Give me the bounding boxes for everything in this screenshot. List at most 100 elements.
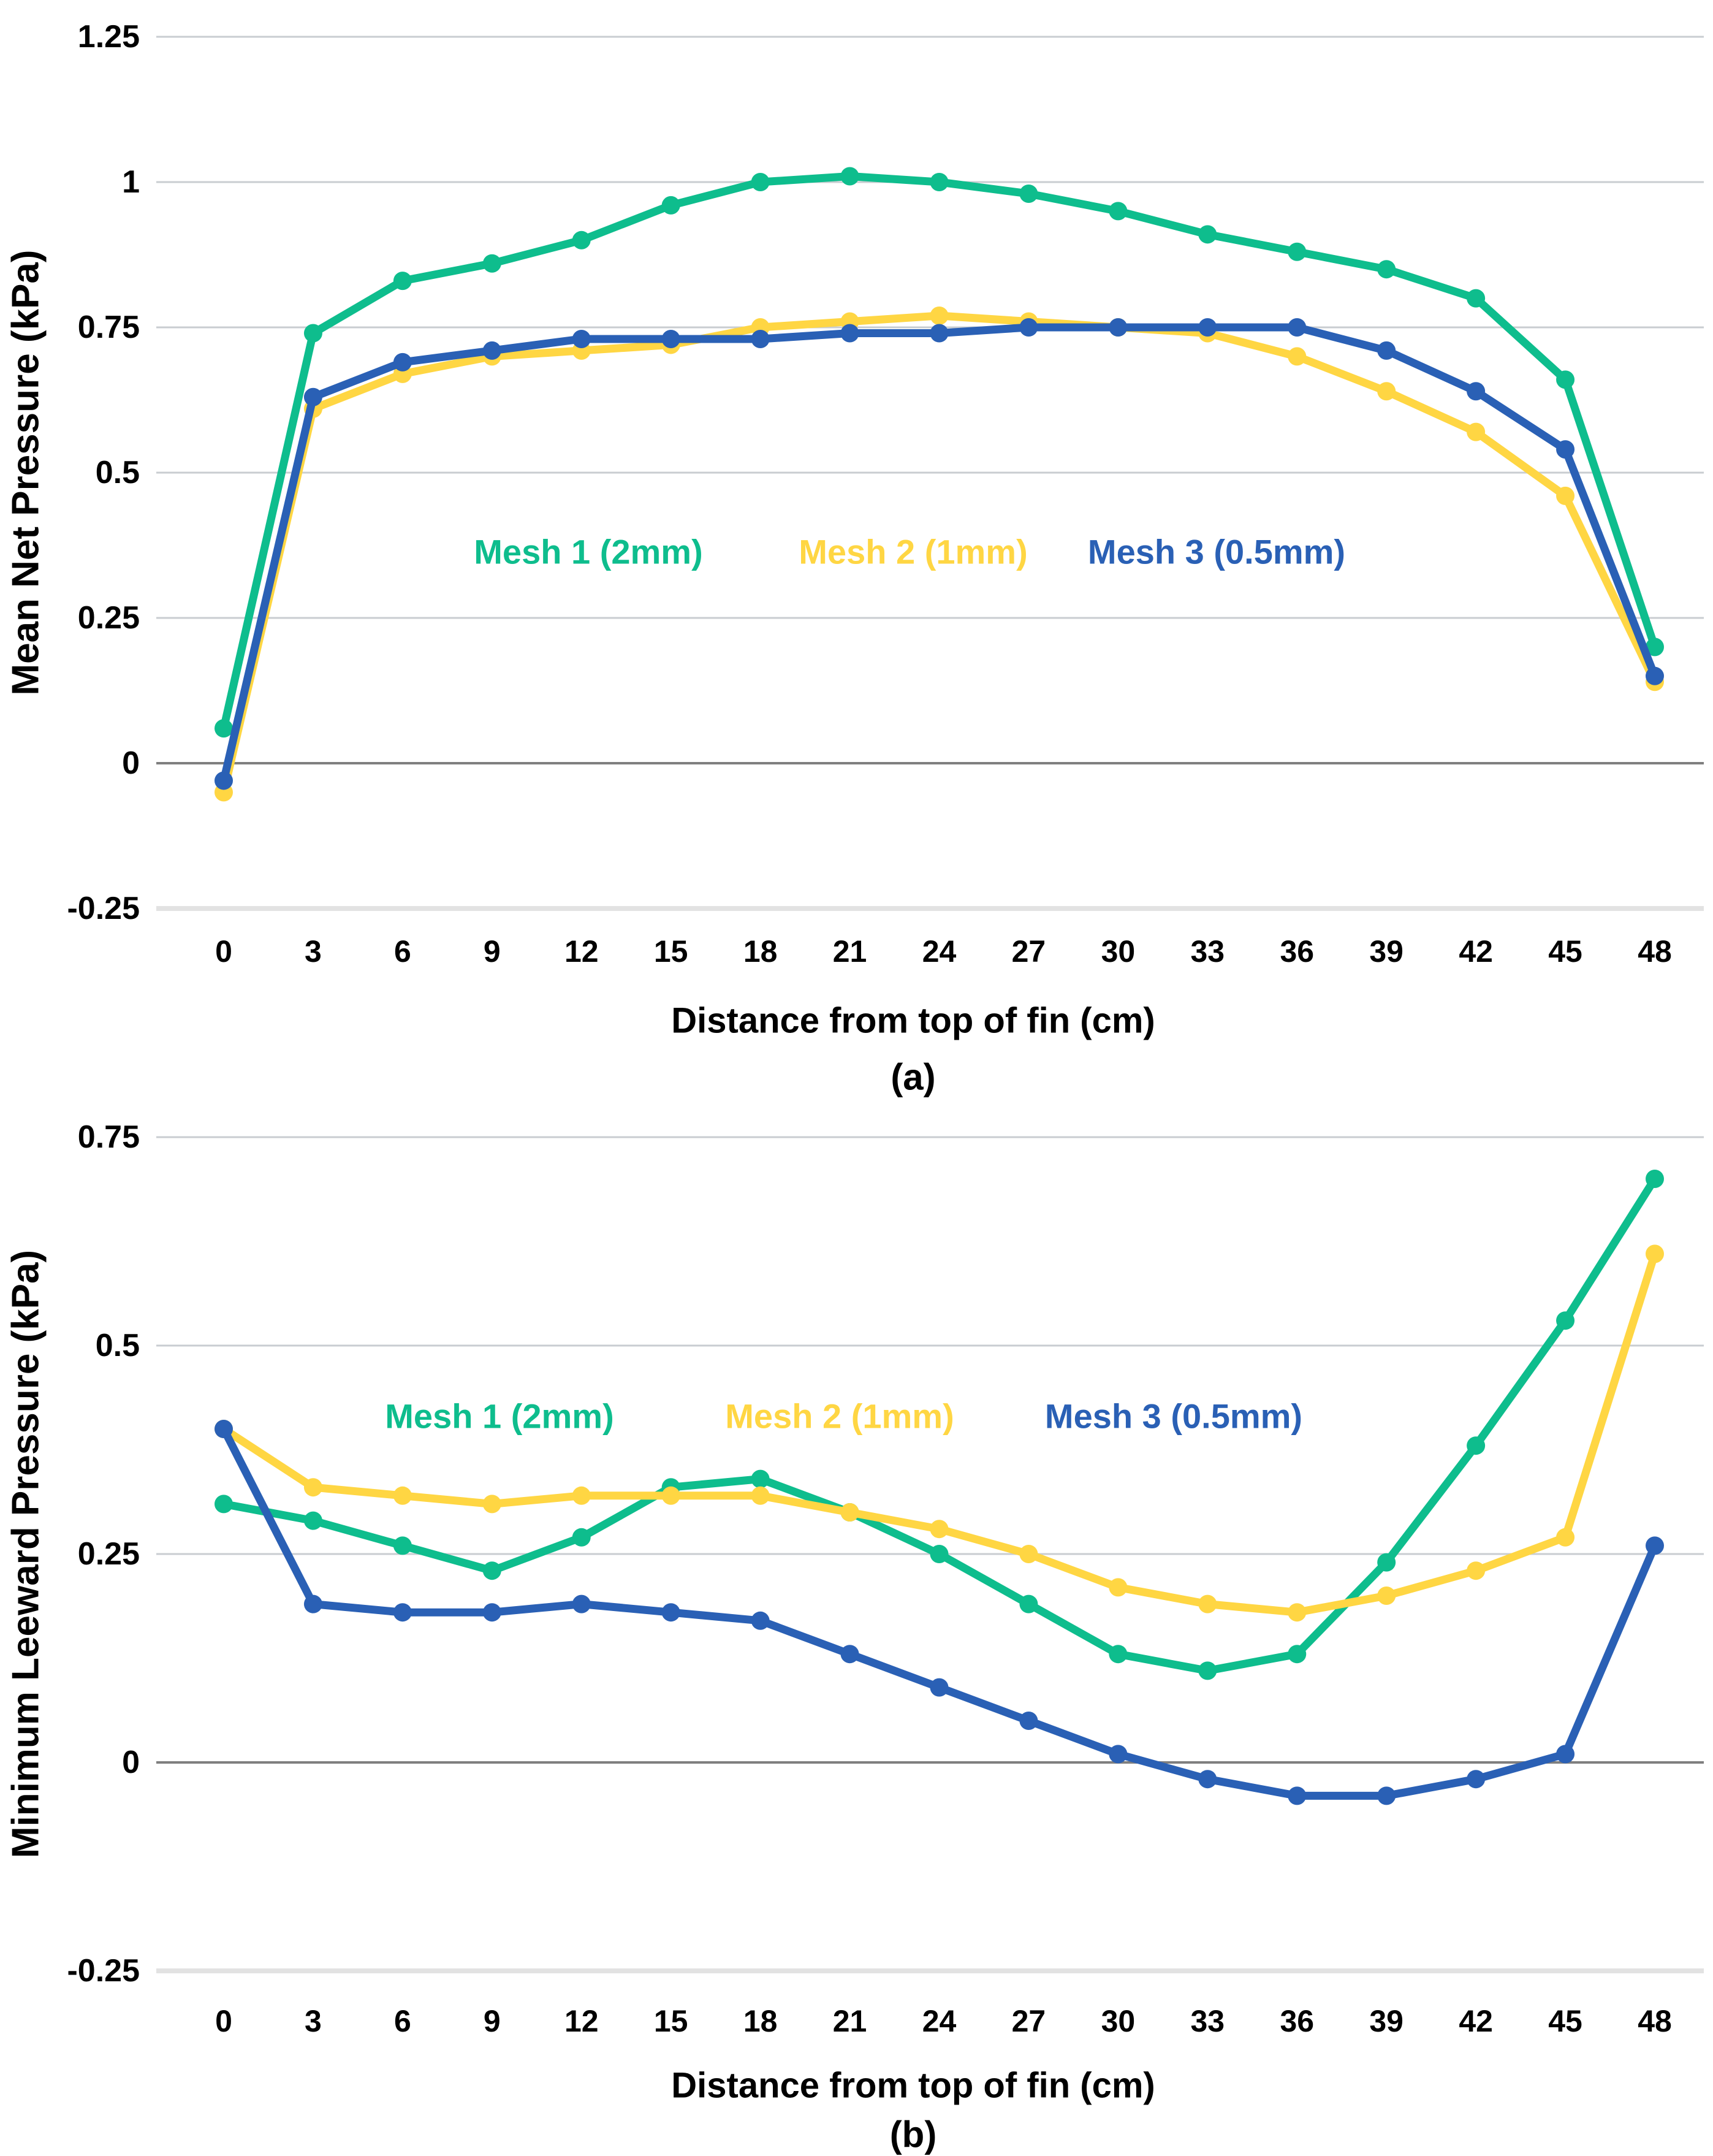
data-point-marker — [1198, 1661, 1217, 1680]
data-point-marker — [840, 1645, 859, 1664]
data-point-marker — [1467, 1436, 1486, 1455]
x-tick-label: 36 — [1280, 2004, 1314, 2038]
data-point-marker — [1556, 370, 1575, 389]
data-point-marker — [1288, 318, 1307, 337]
legend-item-mesh-2: Mesh 2 (1mm) — [725, 1396, 954, 1436]
data-point-marker — [303, 1594, 322, 1613]
data-point-marker — [1109, 1745, 1128, 1764]
data-point-marker — [1109, 318, 1128, 337]
x-tick-label: 0 — [215, 2004, 232, 2038]
y-tick-label: 0.75 — [78, 1119, 140, 1155]
x-tick-label: 36 — [1280, 934, 1314, 969]
data-point-marker — [1109, 1578, 1128, 1597]
x-tick-label: 48 — [1638, 2004, 1672, 2038]
legend-item-mesh-2: Mesh 2 (1mm) — [799, 532, 1028, 571]
y-axis-title-panel-a: Mean Net Pressure (kPa) — [4, 250, 47, 696]
data-point-marker — [1019, 1712, 1038, 1730]
x-tick-label: 3 — [305, 934, 322, 969]
data-point-marker — [303, 387, 322, 406]
data-point-marker — [1377, 341, 1396, 360]
x-tick-label: 45 — [1548, 934, 1582, 969]
data-point-marker — [1288, 1603, 1307, 1622]
x-tick-label: 15 — [654, 2004, 688, 2038]
y-tick-label: -0.25 — [67, 891, 140, 926]
data-point-marker — [930, 173, 949, 191]
data-point-marker — [482, 1495, 501, 1514]
data-point-marker — [393, 1603, 412, 1622]
data-point-marker — [572, 1528, 591, 1547]
data-point-marker — [751, 1486, 770, 1505]
data-point-marker — [930, 1520, 949, 1539]
data-point-marker — [303, 324, 322, 343]
y-tick-label: 0.75 — [78, 310, 140, 345]
data-point-marker — [303, 1478, 322, 1497]
data-point-marker — [215, 1420, 233, 1438]
series-line-mesh-1-2mm- — [219, 172, 1659, 733]
data-point-marker — [1467, 382, 1486, 401]
data-point-marker — [482, 1603, 501, 1622]
x-tick-label: 48 — [1638, 934, 1672, 969]
x-tick-label: 12 — [564, 2004, 599, 2038]
data-point-marker — [572, 1486, 591, 1505]
y-tick-label: 0 — [122, 745, 140, 781]
data-point-marker — [1646, 666, 1664, 685]
data-point-marker — [1646, 1536, 1664, 1555]
data-point-marker — [930, 1678, 949, 1697]
data-point-marker — [1019, 184, 1038, 203]
x-tick-label: 9 — [484, 2004, 501, 2038]
x-tick-label: 27 — [1012, 2004, 1046, 2038]
data-point-marker — [215, 719, 233, 738]
y-tick-label: 0 — [122, 1745, 140, 1780]
x-tick-label: 42 — [1459, 934, 1493, 969]
x-tick-label: 21 — [833, 2004, 867, 2038]
data-point-marker — [572, 1594, 591, 1613]
x-tick-label: 42 — [1459, 2004, 1493, 2038]
data-point-marker — [1109, 202, 1128, 221]
data-point-marker — [1556, 486, 1575, 505]
data-point-marker — [572, 230, 591, 250]
data-point-marker — [482, 1561, 501, 1580]
x-tick-label: 39 — [1369, 2004, 1403, 2038]
data-point-marker — [1556, 1311, 1575, 1330]
caption-panel-a: (a) — [891, 1056, 936, 1098]
data-point-marker — [482, 254, 501, 273]
data-point-marker — [1467, 1561, 1486, 1580]
data-point-marker — [1198, 1594, 1217, 1613]
data-point-marker — [1556, 1745, 1575, 1764]
data-point-marker — [1646, 1170, 1664, 1188]
data-point-marker — [1646, 1244, 1664, 1263]
data-point-marker — [661, 196, 680, 215]
series-line-mesh-3-0-5mm- — [219, 1425, 1659, 1800]
data-point-marker — [1019, 318, 1038, 337]
data-point-marker — [572, 329, 591, 348]
data-point-marker — [840, 167, 859, 186]
data-point-marker — [1467, 289, 1486, 308]
y-tick-label: 0.25 — [78, 600, 140, 636]
x-tick-label: 39 — [1369, 934, 1403, 969]
x-tick-label: 24 — [922, 2004, 957, 2038]
x-axis-title-panel-a: Distance from top of fin (cm) — [671, 1000, 1155, 1041]
data-point-marker — [1288, 347, 1307, 366]
legend-item-mesh-3: Mesh 3 (0.5mm) — [1087, 532, 1346, 571]
data-point-marker — [1377, 1553, 1396, 1572]
y-tick-label: 1 — [122, 164, 140, 200]
x-tick-label: 9 — [484, 934, 501, 969]
data-point-marker — [393, 1536, 412, 1555]
data-point-marker — [1377, 382, 1396, 401]
data-point-marker — [661, 1603, 680, 1622]
x-tick-label: 24 — [922, 934, 957, 969]
data-point-marker — [1019, 1594, 1038, 1613]
data-point-marker — [1198, 318, 1217, 337]
x-tick-label: 33 — [1191, 2004, 1225, 2038]
data-point-marker — [1198, 225, 1217, 244]
data-point-marker — [751, 1469, 770, 1488]
data-point-marker — [751, 173, 770, 191]
data-point-marker — [1198, 1770, 1217, 1789]
x-tick-label: 30 — [1101, 934, 1136, 969]
data-point-marker — [303, 1511, 322, 1530]
data-point-marker — [930, 1545, 949, 1563]
y-tick-label: 0.25 — [78, 1536, 140, 1572]
legend-item-mesh-1: Mesh 1 (2mm) — [385, 1396, 614, 1436]
